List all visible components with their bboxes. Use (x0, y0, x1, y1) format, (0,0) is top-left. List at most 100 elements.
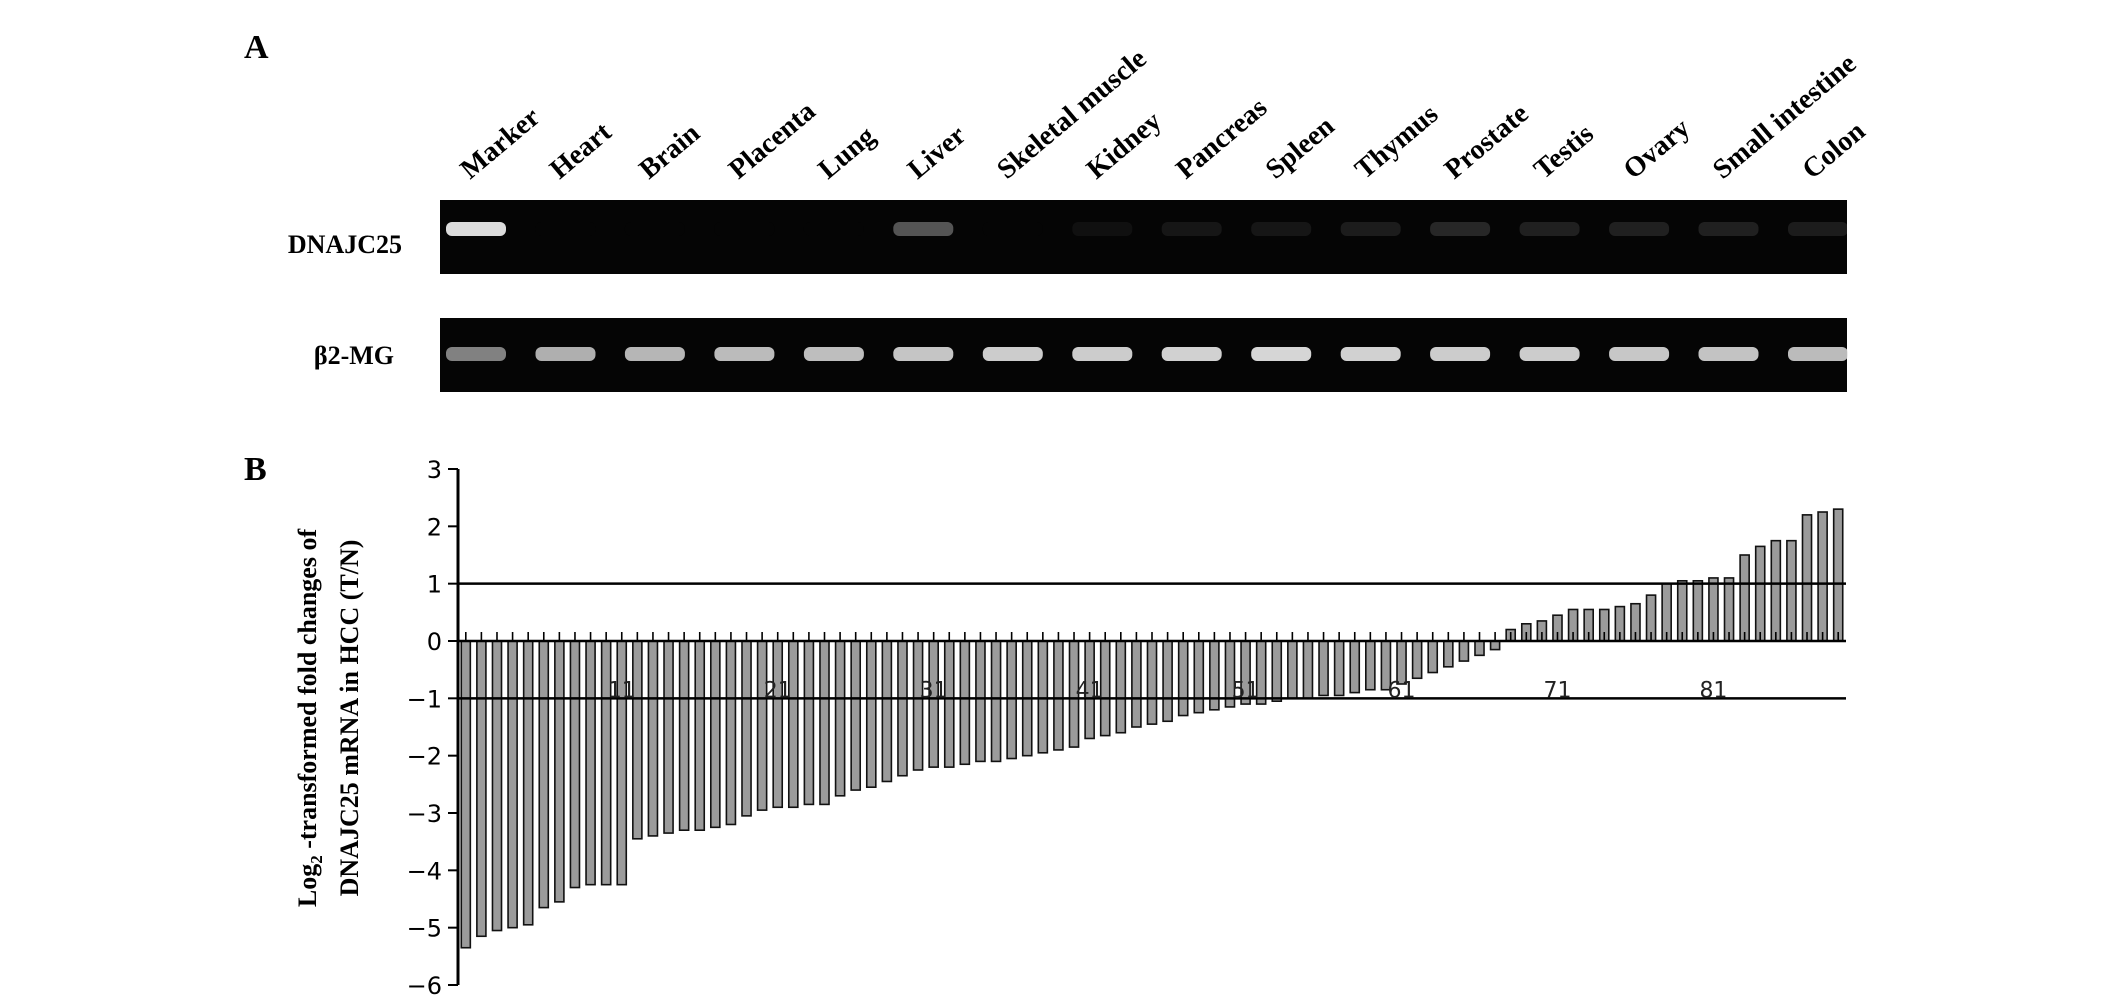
panel-b-letter: B (244, 451, 267, 488)
bar-case-9 (585, 640, 596, 886)
band-dnajc25-marker (446, 222, 506, 236)
gel-bands-dnajc25 (446, 222, 1848, 236)
bar-case-15 (678, 640, 690, 831)
bar-case-16 (694, 640, 706, 831)
band-b2mg-marker (446, 347, 506, 361)
bar-case-2 (476, 640, 487, 938)
bar-case-63 (1427, 640, 1439, 674)
band-dnajc25-testis (1519, 222, 1580, 236)
bar-case-29 (897, 640, 908, 777)
band-b2mg-heart (535, 347, 596, 361)
bar-case-89 (1832, 508, 1844, 642)
lane-label-liver: Liver (902, 120, 972, 186)
lane-label-ovary: Ovary (1618, 113, 1696, 186)
y-axis-title: Log2 -transformed fold changes of DNAJC2… (293, 529, 364, 908)
band-dnajc25-ovary (1609, 222, 1670, 236)
bar-case-27 (865, 640, 877, 788)
band-b2mg-colon (1788, 347, 1848, 361)
y-tick-label: 2 (427, 513, 442, 541)
lane-label-prostate: Prostate (1439, 98, 1535, 185)
y-tick-label: 1 (427, 571, 442, 599)
bar-case-43 (1115, 640, 1127, 734)
bar-case-54 (1287, 640, 1298, 700)
band-dnajc25-pancreas (1161, 222, 1222, 236)
bar-case-3 (491, 640, 503, 932)
y-tick-label: −1 (407, 685, 442, 713)
bar-case-64 (1442, 640, 1454, 668)
bar-case-6 (538, 640, 550, 909)
bar-case-14 (663, 640, 674, 834)
bar-case-44 (1131, 640, 1142, 728)
lane-label-testis: Testis (1528, 118, 1600, 185)
lane-label-kidney: Kidney (1081, 106, 1168, 186)
bar-case-28 (881, 640, 893, 783)
bar-case-18 (725, 640, 737, 826)
band-b2mg-testis (1519, 347, 1580, 361)
bar-case-79 (1676, 579, 1688, 642)
y-axis-title-subscript: 2 (307, 855, 326, 864)
band-dnajc25-skeletal-muscle (982, 222, 1043, 236)
band-dnajc25-colon (1788, 222, 1848, 236)
y-tick-label: −5 (407, 915, 442, 943)
bar-case-13 (647, 640, 659, 837)
band-b2mg-placenta (714, 347, 775, 361)
case-label-41: 41 (1076, 678, 1104, 703)
bar-case-48 (1193, 640, 1205, 714)
band-b2mg-thymus (1340, 347, 1401, 361)
bar-case-46 (1162, 640, 1173, 723)
band-b2mg-lung (803, 347, 864, 361)
bar-case-58 (1349, 640, 1361, 694)
band-dnajc25-spleen (1251, 222, 1312, 236)
bar-case-84 (1754, 545, 1766, 642)
bar-case-20 (756, 640, 768, 811)
bar-case-35 (990, 640, 1002, 763)
bar-case-57 (1333, 640, 1345, 697)
y-axis-title-log: Log (293, 864, 322, 907)
band-dnajc25-placenta (714, 222, 775, 236)
panel-a-letter: A (244, 29, 269, 66)
band-b2mg-spleen (1251, 347, 1312, 361)
bar-case-82 (1723, 577, 1735, 642)
bar-case-66 (1474, 640, 1485, 657)
band-dnajc25-prostate (1430, 222, 1491, 236)
band-dnajc25-small-intestine (1698, 222, 1759, 236)
bar-case-36 (1006, 640, 1017, 760)
bar-case-83 (1739, 554, 1750, 642)
bar-case-45 (1146, 640, 1158, 725)
case-label-71: 71 (1543, 678, 1571, 703)
bar-case-80 (1692, 579, 1704, 642)
band-b2mg-prostate (1430, 347, 1491, 361)
lane-label-skeletal-muscle: Skeletal muscle (991, 43, 1152, 185)
band-dnajc25-liver (893, 222, 954, 236)
y-axis-title-line2: DNAJC25 mRNA in HCC (T/N) (335, 540, 364, 897)
lane-label-heart: Heart (544, 116, 618, 185)
case-label-21: 21 (764, 678, 792, 703)
band-b2mg-ovary (1609, 347, 1670, 361)
case-label-11: 11 (608, 678, 636, 703)
band-b2mg-liver (893, 347, 954, 361)
bar-case-88 (1817, 511, 1828, 642)
bar-case-8 (569, 640, 581, 889)
band-dnajc25-kidney (1072, 222, 1133, 236)
lane-label-placenta: Placenta (723, 96, 822, 186)
bar-case-34 (975, 640, 986, 763)
bar-case-26 (850, 640, 862, 791)
band-dnajc25-brain (624, 222, 685, 236)
bar-case-38 (1037, 640, 1049, 754)
bar-case-4 (507, 640, 518, 929)
band-b2mg-skeletal-muscle (982, 347, 1043, 361)
bar-case-31 (928, 640, 939, 768)
bar-case-85 (1770, 539, 1782, 642)
lane-label-thymus: Thymus (1349, 99, 1444, 186)
y-tick-label: 3 (427, 456, 442, 484)
band-b2mg-kidney (1072, 347, 1133, 361)
bar-case-21 (772, 640, 784, 809)
bar-case-53 (1271, 640, 1283, 703)
row-label-dnajc25: DNAJC25 (288, 230, 402, 259)
bar-case-59 (1365, 640, 1376, 691)
y-tick-label: −6 (407, 972, 442, 1000)
gel-strip-dnajc25 (440, 200, 1847, 274)
